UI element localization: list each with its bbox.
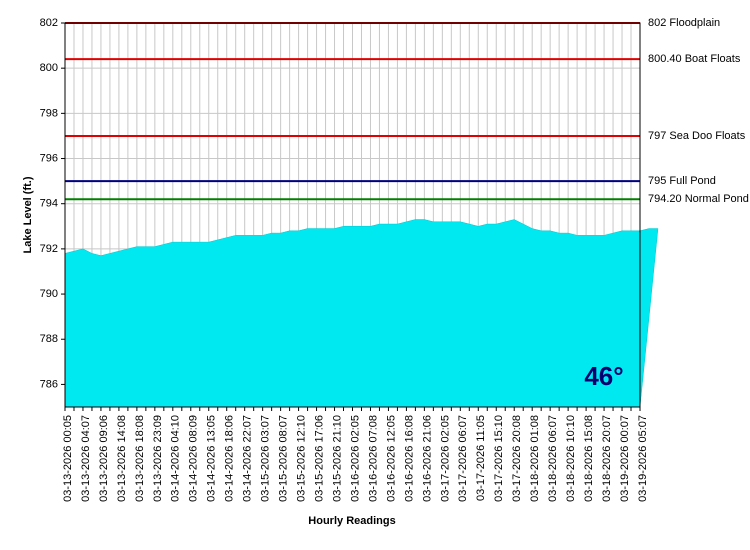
y-tick-label: 790 xyxy=(40,288,58,300)
reference-label: 800.40 Boat Floats xyxy=(648,53,741,65)
x-tick-label: 03-15-2026 17:06 xyxy=(313,415,325,502)
x-tick-label: 03-13-2026 04:07 xyxy=(80,415,92,502)
y-tick-label: 794 xyxy=(40,198,58,210)
reference-label: 795 Full Pond xyxy=(648,175,716,187)
y-tick-label: 786 xyxy=(40,378,58,390)
area xyxy=(64,219,659,408)
y-axis-label: Lake Level (ft.) xyxy=(22,176,34,253)
x-tick-label: 03-15-2026 12:10 xyxy=(296,415,308,502)
x-tick-label: 03-17-2026 11:05 xyxy=(475,415,487,501)
reference-label: 802 Floodplain xyxy=(648,17,720,29)
y-tick-label: 788 xyxy=(40,333,58,345)
x-tick-label: 03-18-2026 20:07 xyxy=(601,415,613,502)
x-tick-label: 03-13-2026 14:08 xyxy=(116,415,128,502)
y-tick-label: 802 xyxy=(40,17,58,29)
x-tick-label: 03-18-2026 06:07 xyxy=(547,415,559,502)
x-tick-label: 03-15-2026 03:07 xyxy=(260,415,272,502)
x-tick-label: 03-14-2026 08:09 xyxy=(188,415,200,502)
plot-border xyxy=(64,22,641,408)
x-tick-label: 03-15-2026 21:10 xyxy=(331,415,343,502)
temperature-badge xyxy=(580,354,628,398)
x-tick-label: 03-15-2026 08:07 xyxy=(278,415,290,502)
x-tick-label: 03-13-2026 18:08 xyxy=(134,415,146,502)
x-tick-label: 03-16-2026 02:05 xyxy=(349,415,361,502)
x-tick-label: 03-16-2026 12:05 xyxy=(385,415,397,502)
x-tick-label: 03-19-2026 05:07 xyxy=(637,415,649,502)
x-tick-label: 03-16-2026 21:06 xyxy=(421,415,433,502)
x-tick-label: 03-14-2026 22:07 xyxy=(242,415,254,502)
reference-label: 794.20 Normal Pond xyxy=(648,193,749,205)
x-tick-label: 03-16-2026 16:08 xyxy=(403,415,415,502)
x-tick-label: 03-19-2026 00:07 xyxy=(619,415,631,502)
x-tick-label: 03-13-2026 23:09 xyxy=(152,415,164,502)
x-tick-label: 03-13-2026 00:05 xyxy=(62,415,74,502)
x-tick-label: 03-14-2026 04:10 xyxy=(170,415,182,502)
x-axis-label: Hourly Readings xyxy=(308,515,395,527)
x-tick-label: 03-17-2026 06:07 xyxy=(457,415,469,502)
x-tick-label: 03-14-2026 13:05 xyxy=(206,415,218,502)
x-tick-label: 03-18-2026 10:10 xyxy=(565,415,577,502)
y-tick-label: 800 xyxy=(40,62,58,74)
x-tick-label: 03-14-2026 18:06 xyxy=(224,415,236,502)
x-tick-label: 03-18-2026 01:08 xyxy=(529,415,541,502)
x-tick-label: 03-17-2026 20:08 xyxy=(511,415,523,502)
y-tick-label: 792 xyxy=(40,243,58,255)
y-tick-label: 798 xyxy=(40,107,58,119)
x-tick-label: 03-13-2026 09:06 xyxy=(98,415,110,502)
x-tick-label: 03-17-2026 15:10 xyxy=(493,415,505,502)
y-tick-label: 796 xyxy=(40,152,58,164)
temperature: 46° xyxy=(584,361,623,391)
x-tick-label: 03-17-2026 02:05 xyxy=(439,415,451,502)
x-tick-label: 03-16-2026 07:08 xyxy=(367,415,379,502)
x-tick-label: 03-18-2026 15:08 xyxy=(583,415,595,502)
reference-label: 797 Sea Doo Floats xyxy=(648,130,746,142)
